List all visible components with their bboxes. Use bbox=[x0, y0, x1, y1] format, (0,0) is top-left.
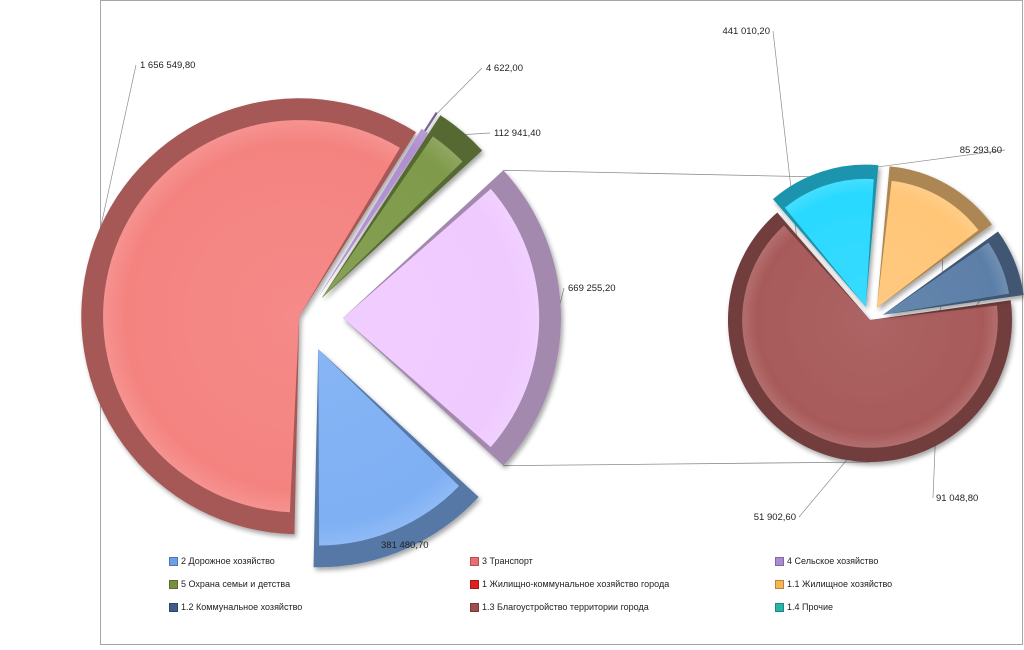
main-slice-1 bbox=[319, 111, 438, 297]
main-slice-3 bbox=[343, 170, 562, 466]
data-label-main-0: 1 656 549,80 bbox=[140, 60, 195, 71]
main-slice-4 bbox=[313, 349, 479, 568]
legend-label: 2 Дорожное хозяйство bbox=[181, 556, 275, 566]
legend-item-8: 1.4 Прочие bbox=[775, 602, 833, 612]
legend-swatch bbox=[169, 579, 178, 589]
legend-swatch bbox=[470, 602, 479, 612]
legend-swatch bbox=[775, 556, 784, 566]
data-label-main-2: 112 941,40 bbox=[494, 128, 541, 139]
legend-item-0: 2 Дорожное хозяйство bbox=[169, 556, 275, 566]
legend-item-1: 3 Транспорт bbox=[470, 556, 533, 566]
legend-item-3: 5 Охрана семьи и детства bbox=[169, 579, 290, 589]
leader-line-main-0 bbox=[94, 64, 137, 255]
legend-item-7: 1.3 Благоустройство территории города bbox=[470, 602, 649, 612]
legend-label: 1.2 Коммунальное хозяйство bbox=[181, 602, 303, 612]
legend-item-2: 4 Сельское хозяйство bbox=[775, 556, 878, 566]
data-label-secondary-2: 91 048,80 bbox=[936, 493, 978, 504]
leader-line-main-1 bbox=[434, 67, 483, 117]
data-label-main-1: 4 622,00 bbox=[486, 63, 523, 74]
legend-swatch bbox=[470, 556, 479, 566]
legend-item-4: 1 Жилищно-коммунальное хозяйство города bbox=[470, 579, 669, 589]
data-label-secondary-0: 441 010,20 bbox=[722, 26, 770, 37]
legend-swatch bbox=[169, 602, 178, 612]
secondary-pie bbox=[728, 164, 1024, 463]
main-slice-0 bbox=[81, 98, 416, 535]
main-pie bbox=[81, 98, 562, 568]
legend-label: 1.3 Благоустройство территории города bbox=[482, 602, 649, 612]
secondary-slice-1 bbox=[772, 164, 879, 307]
legend-item-5: 1.1 Жилищное хозяйство bbox=[775, 579, 892, 589]
secondary-slice-3 bbox=[882, 231, 1024, 315]
legend-swatch bbox=[775, 579, 784, 589]
legend-label: 1.4 Прочие bbox=[787, 602, 834, 612]
legend-swatch bbox=[169, 556, 178, 566]
data-label-secondary-3: 51 902,60 bbox=[754, 512, 796, 523]
data-label-main-3: 669 255,20 bbox=[568, 283, 616, 294]
secondary-slice-2 bbox=[876, 166, 992, 308]
legend-label: 4 Сельское хозяйство bbox=[787, 556, 879, 566]
data-label-secondary-1: 85 293,60 bbox=[960, 145, 1002, 156]
legend-swatch bbox=[470, 579, 479, 589]
legend-label: 1.1 Жилищное хозяйство bbox=[787, 579, 893, 589]
legend-swatch bbox=[775, 602, 784, 612]
data-labels: 1 656 549,80 4 622,00 112 941,40 669 255,20… bbox=[140, 26, 1002, 551]
legend-item-6: 1.2 Коммунальное хозяйство bbox=[169, 602, 302, 612]
main-slice-2 bbox=[321, 115, 483, 299]
legend-label: 3 Транспорт bbox=[482, 556, 533, 566]
legend-label: 1 Жилищно-коммунальное хозяйство города bbox=[482, 579, 670, 589]
connector-line-bottom bbox=[503, 461, 871, 467]
data-label-main-4: 381 480,70 bbox=[381, 540, 429, 551]
secondary-slice-0 bbox=[728, 212, 1013, 463]
legend-label: 5 Охрана семьи и детства bbox=[181, 579, 291, 589]
